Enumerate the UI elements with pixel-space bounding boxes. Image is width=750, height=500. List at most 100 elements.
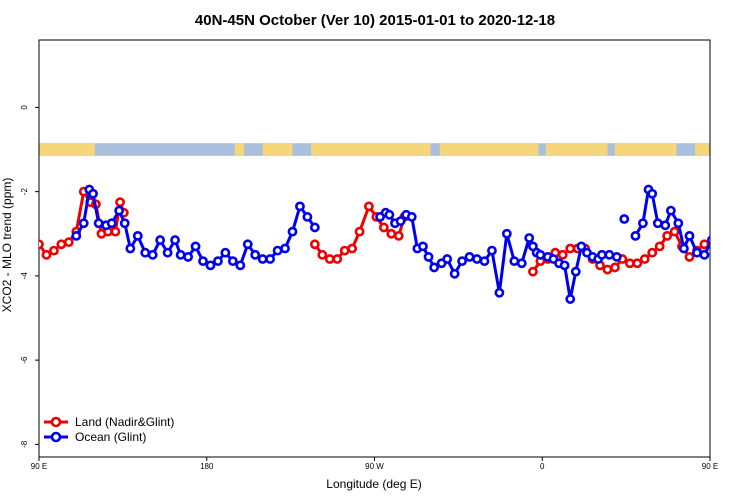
y-axis-label: XCO2 - MLO trend (ppm) bbox=[0, 178, 14, 313]
data-point bbox=[406, 212, 417, 222]
data-point bbox=[479, 256, 490, 267]
data-point bbox=[213, 256, 223, 267]
data-point bbox=[654, 241, 665, 252]
data-point bbox=[501, 228, 512, 239]
data-point bbox=[565, 243, 576, 254]
data-point bbox=[393, 230, 404, 241]
data-point bbox=[242, 239, 253, 250]
data-point bbox=[638, 218, 648, 229]
land-segment bbox=[234, 143, 245, 156]
data-point bbox=[140, 247, 151, 258]
data-point bbox=[652, 218, 663, 229]
data-point bbox=[115, 197, 125, 208]
land-segment bbox=[614, 143, 677, 156]
landmask-band bbox=[39, 143, 710, 156]
data-point bbox=[295, 201, 305, 212]
y-tick-label: -4 bbox=[20, 272, 29, 280]
data-point bbox=[565, 294, 576, 304]
data-point bbox=[162, 247, 173, 258]
series-ocean bbox=[71, 184, 710, 304]
data-point bbox=[570, 266, 581, 277]
data-point bbox=[63, 237, 74, 248]
y-tick-label: -8 bbox=[20, 440, 29, 448]
data-point bbox=[78, 218, 89, 229]
data-point bbox=[602, 264, 613, 275]
land-segment bbox=[311, 143, 431, 156]
data-point bbox=[265, 254, 276, 264]
data-point bbox=[559, 260, 570, 271]
data-point bbox=[524, 233, 535, 243]
data-point bbox=[317, 249, 328, 260]
legend-label: Ocean (Glint) bbox=[75, 430, 146, 444]
data-point bbox=[49, 245, 59, 256]
data-point bbox=[354, 226, 365, 237]
data-point bbox=[723, 188, 730, 195]
data-point bbox=[386, 228, 397, 239]
data-point bbox=[378, 222, 389, 233]
land-segment bbox=[695, 143, 710, 156]
data-point bbox=[155, 235, 166, 245]
data-point bbox=[309, 239, 320, 250]
data-point bbox=[175, 249, 186, 260]
data-point bbox=[190, 241, 201, 252]
x-tick-label: 90 E bbox=[702, 462, 718, 471]
series-land bbox=[39, 186, 750, 277]
data-point bbox=[731, 199, 738, 206]
data-point bbox=[557, 249, 568, 260]
data-point bbox=[205, 260, 216, 271]
data-point bbox=[494, 287, 505, 298]
data-point bbox=[384, 209, 395, 220]
x-tick-label: 180 bbox=[200, 462, 214, 471]
data-point bbox=[630, 230, 641, 241]
data-point bbox=[198, 256, 208, 267]
data-point bbox=[611, 252, 622, 262]
data-point bbox=[684, 230, 695, 241]
y-axis: 0 -2 -4 -6 -8 bbox=[20, 105, 39, 448]
data-point bbox=[449, 268, 460, 279]
data-point bbox=[624, 258, 635, 269]
x-axis-label: Longitude (deg E) bbox=[326, 477, 421, 491]
data-point bbox=[516, 258, 527, 269]
data-point bbox=[287, 226, 298, 237]
data-point bbox=[746, 230, 750, 237]
series-layer bbox=[39, 184, 750, 304]
data-point bbox=[418, 241, 428, 252]
land-segment bbox=[39, 143, 95, 156]
legend: Land (Nadir&Glint)Ocean (Glint) bbox=[44, 415, 174, 444]
data-point bbox=[647, 247, 658, 258]
data-point bbox=[324, 254, 335, 264]
data-point bbox=[423, 252, 434, 262]
data-point bbox=[576, 241, 587, 252]
data-point bbox=[280, 243, 290, 254]
plot-frame bbox=[38, 39, 711, 458]
land-segment bbox=[545, 143, 608, 156]
data-point bbox=[332, 254, 343, 264]
data-point bbox=[610, 262, 620, 273]
data-point bbox=[509, 256, 520, 267]
data-point bbox=[56, 239, 67, 250]
legend-marker bbox=[50, 431, 62, 443]
data-point bbox=[309, 222, 320, 233]
data-point bbox=[183, 252, 194, 262]
data-point bbox=[604, 249, 615, 260]
data-point bbox=[528, 266, 538, 277]
land-segment bbox=[439, 143, 539, 156]
data-point bbox=[39, 239, 44, 250]
data-point bbox=[619, 214, 630, 224]
data-point bbox=[257, 254, 268, 264]
data-point bbox=[235, 260, 246, 271]
data-point bbox=[639, 254, 650, 264]
data-point bbox=[457, 256, 468, 267]
data-point bbox=[302, 212, 313, 222]
x-axis: 90 E 180 90 W 0 90 E bbox=[31, 457, 718, 471]
data-point bbox=[114, 205, 125, 216]
data-point bbox=[220, 247, 231, 258]
data-point bbox=[227, 256, 238, 267]
data-point bbox=[125, 243, 136, 254]
data-point bbox=[679, 243, 689, 254]
x-tick-label: 90 W bbox=[365, 462, 384, 471]
data-point bbox=[395, 216, 406, 227]
data-point bbox=[41, 249, 52, 260]
data-point bbox=[660, 220, 671, 231]
data-point bbox=[71, 230, 82, 241]
